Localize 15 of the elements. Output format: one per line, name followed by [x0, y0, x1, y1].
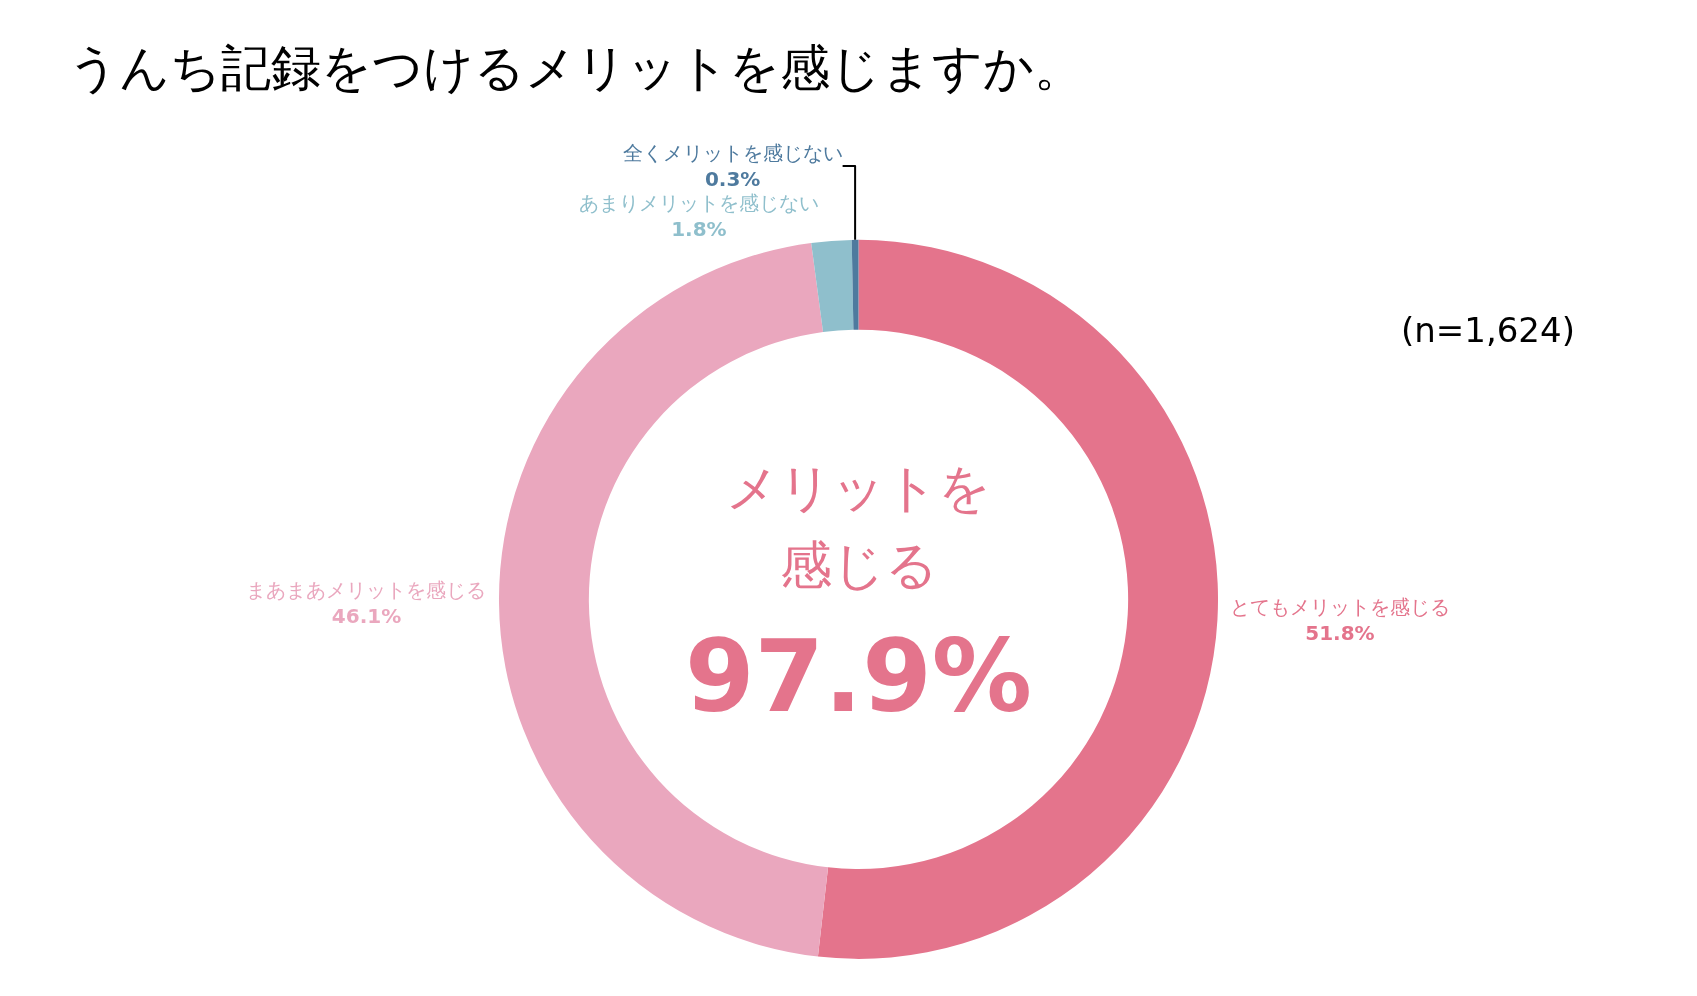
data-label: 1.8%	[671, 217, 727, 241]
slice-label: とてもメリットを感じる	[1229, 594, 1450, 619]
text: メリットを	[726, 458, 991, 518]
slice-label: あまりメリットを感じない	[578, 191, 819, 215]
text: (n=1,624)	[1401, 310, 1575, 350]
data-label: 46.1%	[331, 603, 402, 628]
slice-label: まあまあメリットを感じる	[246, 577, 487, 602]
data-label: 0.3%	[704, 167, 761, 191]
slice-label: 全くメリットを感じない	[622, 141, 843, 165]
donut-slice	[851, 239, 859, 330]
text: 97.9%	[685, 618, 1032, 735]
chart-title: うんち記録をつけるメリットを感じますか。	[67, 38, 1084, 97]
data-label: 51.8%	[1305, 620, 1375, 645]
text: 感じる	[780, 535, 938, 595]
donut-slice	[811, 239, 854, 333]
